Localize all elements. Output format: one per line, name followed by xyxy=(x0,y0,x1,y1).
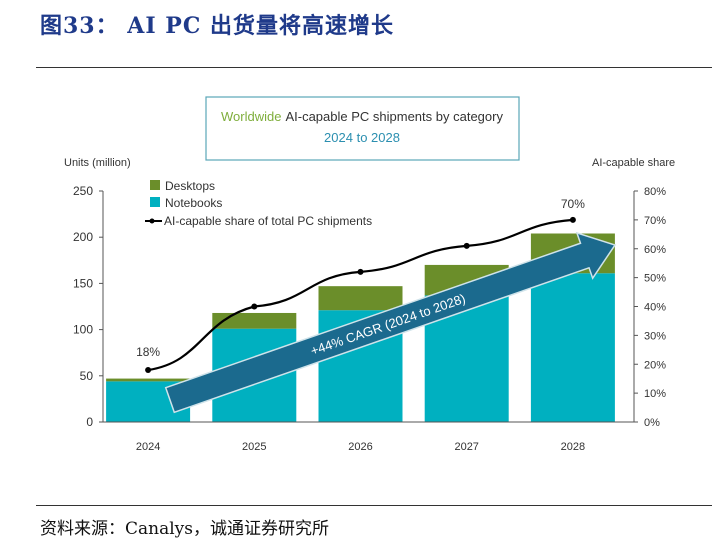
legend: Desktops Notebooks AI-capable share of t… xyxy=(145,179,372,228)
legend-swatch-notebooks xyxy=(150,197,160,207)
share-point-2027 xyxy=(463,242,470,249)
y-tick-label: 50 xyxy=(80,369,94,383)
y-tick-label: 250 xyxy=(73,184,93,198)
source-note: 资料来源：Canalys，诚通证券研究所 xyxy=(40,519,329,539)
x-tick-label: 2024 xyxy=(136,441,160,453)
y-tick-label: 0 xyxy=(86,415,93,429)
share-point-2026 xyxy=(357,268,364,275)
legend-label-desktops: Desktops xyxy=(165,179,215,193)
y2-tick-label: 20% xyxy=(644,359,666,371)
bar-desktops-2026 xyxy=(318,286,403,311)
y-tick-label: 200 xyxy=(73,230,93,244)
y2-tick-label: 70% xyxy=(644,215,666,227)
y2-axis-label: AI-capable share xyxy=(592,157,675,169)
x-tick-label: 2028 xyxy=(561,441,585,453)
x-tick-label: 2026 xyxy=(348,441,372,453)
legend-label-notebooks: Notebooks xyxy=(165,196,222,210)
data-label-last: 70% xyxy=(561,197,585,211)
bar-notebooks-2028 xyxy=(530,273,615,422)
figure-title: 图33： AI PC 出货量将高速增长 xyxy=(40,13,395,39)
y2-tick-label: 80% xyxy=(644,186,666,198)
cagr-arrow-shape xyxy=(164,231,617,414)
bar-desktops-2024 xyxy=(106,378,191,382)
top-rule xyxy=(36,67,712,68)
share-point-2025 xyxy=(251,303,258,310)
y2-tick-label: 0% xyxy=(644,417,660,429)
chart-subtitle: 2024 to 2028 xyxy=(324,130,400,145)
y2-tick-label: 10% xyxy=(644,388,666,400)
y-tick-label: 150 xyxy=(73,276,93,290)
x-tick-label: 2027 xyxy=(454,441,478,453)
legend-label-share: AI-capable share of total PC shipments xyxy=(164,214,372,228)
chart-title: Worldwide AI-capable PC shipments by cate… xyxy=(221,109,503,124)
chart-title-box xyxy=(205,96,520,161)
y-axis-label: Units (million) xyxy=(64,157,131,169)
legend-swatch-desktops xyxy=(150,180,160,190)
y2-tick-label: 50% xyxy=(644,273,666,285)
y-tick-label: 100 xyxy=(73,323,93,337)
y2-tick-label: 40% xyxy=(644,302,666,314)
legend-marker-share xyxy=(149,218,155,224)
data-label-first: 18% xyxy=(136,345,160,359)
y2-tick-label: 30% xyxy=(644,330,666,342)
y2-tick-label: 60% xyxy=(644,244,666,256)
chart: Worldwide AI-capable PC shipments by cate… xyxy=(64,96,675,453)
share-point-2024 xyxy=(145,367,152,374)
share-point-2028 xyxy=(569,216,576,223)
bottom-rule xyxy=(36,505,712,506)
bar-desktops-2025 xyxy=(212,312,297,329)
x-tick-label: 2025 xyxy=(242,441,266,453)
